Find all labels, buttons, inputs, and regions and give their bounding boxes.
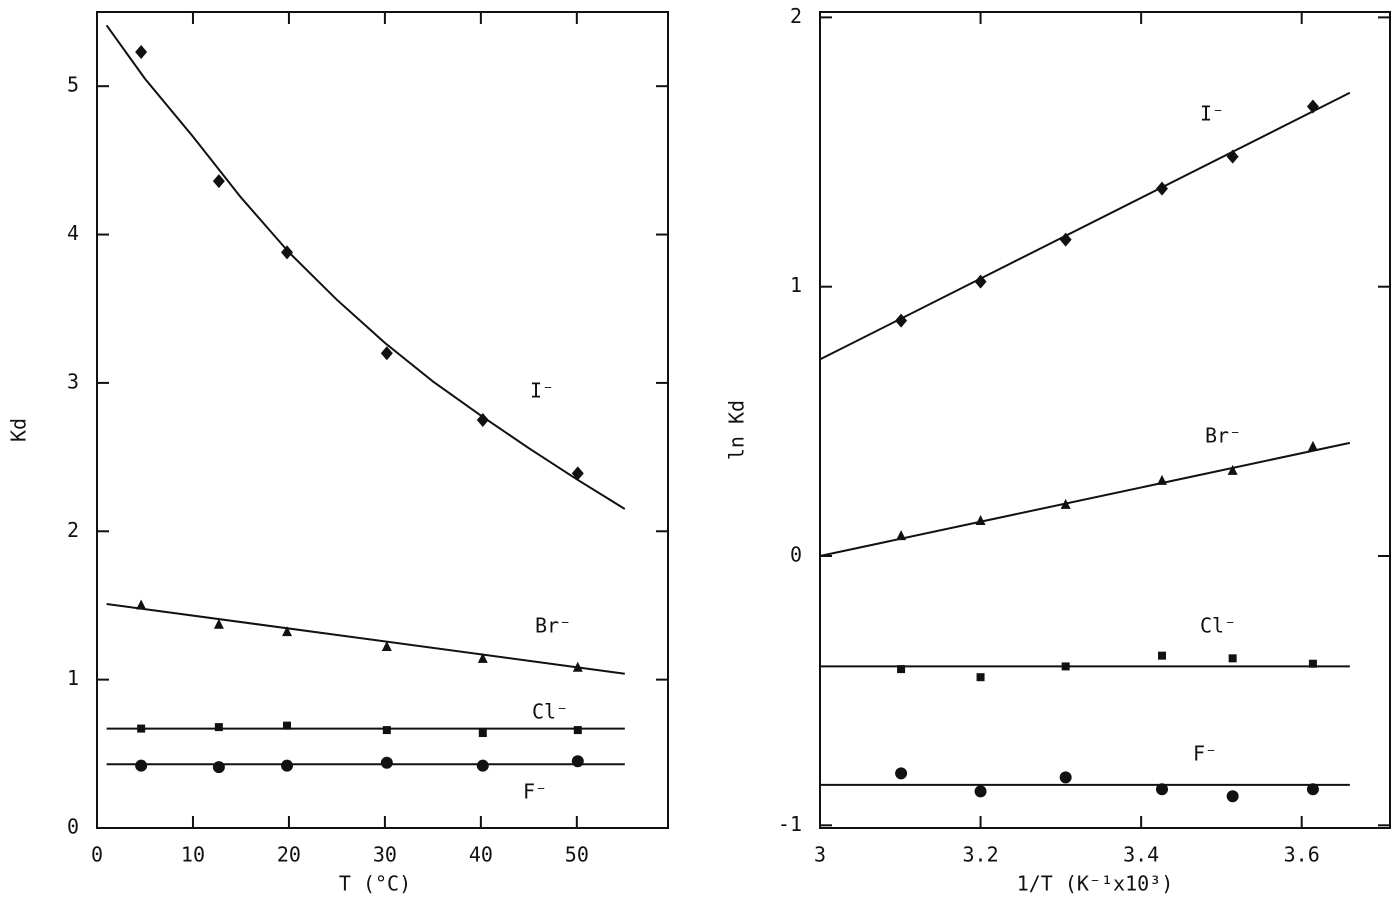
point (1306, 783, 1319, 796)
plot-frame (96, 11, 669, 829)
y-tick-label: 1 (67, 666, 79, 690)
point (1156, 181, 1168, 196)
series-label: Br⁻ (535, 614, 571, 638)
x-axis-label: T (°C) (339, 872, 411, 896)
point (380, 346, 393, 361)
point (1226, 790, 1239, 803)
fit-line (106, 602, 625, 675)
series-label: Cl⁻ (1200, 614, 1236, 638)
series-label: I⁻ (530, 379, 554, 403)
y-tick-label: 0 (67, 815, 79, 839)
point (380, 756, 393, 769)
point (478, 729, 487, 738)
point (213, 618, 224, 629)
series-label: Cl⁻ (532, 700, 568, 724)
point (1307, 440, 1318, 451)
point (135, 45, 148, 60)
point (282, 626, 293, 637)
x-tick-label: 3.6 (1284, 843, 1320, 867)
point (283, 721, 292, 730)
point (476, 759, 489, 772)
y-axis-label: ln Kd (725, 400, 749, 460)
point (1060, 498, 1071, 509)
x-tick-label: 30 (373, 843, 397, 867)
point (214, 723, 223, 732)
y-tick-label: 1 (790, 273, 802, 297)
y-tick-label: 5 (67, 73, 79, 97)
point (895, 767, 908, 780)
point (1228, 654, 1237, 663)
point (895, 313, 908, 328)
point (1306, 99, 1319, 114)
plot-frame (819, 11, 1391, 829)
point (1156, 783, 1168, 796)
point (281, 245, 294, 260)
x-tick-label: 50 (565, 843, 589, 867)
point (1059, 771, 1072, 784)
point (897, 665, 906, 674)
point (975, 514, 986, 525)
x-tick-label: 0 (91, 843, 103, 867)
point (137, 724, 146, 733)
x-tick-label: 10 (181, 843, 205, 867)
x-tick-label: 3.2 (963, 843, 999, 867)
point (477, 652, 488, 663)
point (896, 530, 907, 541)
point (1158, 651, 1166, 660)
point (573, 726, 582, 735)
point (974, 274, 987, 289)
point (1157, 474, 1167, 485)
y-tick-label: 3 (67, 369, 79, 393)
x-axis-label: 1/T (K⁻¹x10³) (1017, 872, 1174, 896)
point (572, 661, 583, 672)
point (381, 640, 392, 651)
fit-line (819, 441, 1351, 557)
series-label: Br⁻ (1205, 424, 1241, 448)
point (135, 759, 148, 772)
point (571, 755, 584, 768)
point (281, 759, 294, 772)
y-tick-label: -1 (778, 812, 802, 836)
series-label: F⁻ (1193, 742, 1217, 766)
point (212, 761, 225, 774)
point (1227, 464, 1238, 475)
point (976, 673, 985, 682)
point (1059, 232, 1072, 247)
point (212, 174, 225, 189)
series-label: F⁻ (523, 780, 547, 804)
x-tick-label: 3 (814, 843, 826, 867)
fit-line (819, 91, 1351, 361)
point (974, 785, 987, 798)
point (382, 726, 391, 735)
point (1226, 149, 1239, 164)
point (1308, 659, 1317, 668)
y-tick-label: 2 (67, 518, 79, 542)
point (476, 413, 489, 427)
point (1061, 662, 1070, 671)
point (136, 599, 147, 610)
series-label: I⁻ (1200, 102, 1224, 126)
y-tick-label: 0 (790, 543, 802, 567)
y-tick-label: 4 (67, 221, 79, 245)
y-axis-label: Kd (7, 418, 31, 442)
x-tick-label: 40 (469, 843, 493, 867)
y-tick-label: 2 (790, 4, 802, 28)
point (571, 466, 584, 481)
x-tick-label: 3.4 (1123, 843, 1159, 867)
x-tick-label: 20 (277, 843, 301, 867)
fit-line (105, 24, 626, 510)
